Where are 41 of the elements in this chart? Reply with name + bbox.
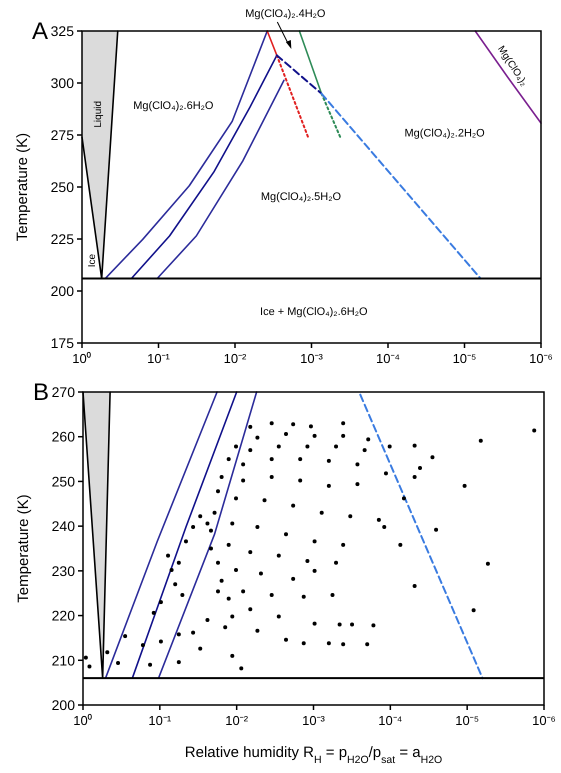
annotation: Ice + Mg(ClO₄)₂.6H₂O bbox=[260, 306, 368, 318]
y-tick-label: 175 bbox=[50, 335, 74, 351]
x-tick-label: 10⁻⁵ bbox=[452, 351, 476, 366]
y-tick-label: 325 bbox=[50, 23, 74, 39]
annotation: Mg(ClO₄)₂.2H₂O bbox=[404, 127, 486, 140]
x-tick-label: 10⁻⁶ bbox=[529, 351, 553, 366]
x-tick-label: 10⁻⁵ bbox=[455, 713, 480, 728]
y-axis-title: Temperature (K) bbox=[15, 494, 32, 603]
x-axis-title: Relative humidity R$_{H}$ = p$_{H2O}$/p$_{sat}$ = a$_{H2O}$ bbox=[184, 744, 442, 766]
text: Mg(ClO₄)₂.4H₂O bbox=[245, 8, 326, 20]
annotation: Liquid bbox=[92, 100, 104, 128]
annotation: Ice bbox=[86, 254, 98, 268]
y-tick-label: 240 bbox=[52, 518, 76, 534]
x-tick-label: 10⁻² bbox=[225, 713, 249, 728]
y-tick-label: 260 bbox=[52, 428, 76, 445]
x-tick-label: 10⁻⁴ bbox=[376, 351, 400, 366]
y-tick-label: 220 bbox=[52, 608, 76, 624]
annotation: Mg(ClO₄)₂.6H₂O bbox=[133, 100, 214, 112]
annotation: Mg(ClO₄)₂.5H₂O bbox=[260, 190, 342, 203]
x-tick-label: 10⁰ bbox=[72, 351, 92, 366]
y-tick-label: 250 bbox=[52, 473, 76, 490]
x-tick-label: 10⁻³ bbox=[302, 713, 326, 728]
x-tick-label: 10⁰ bbox=[73, 713, 93, 728]
y-tick-label: 270 bbox=[52, 384, 76, 400]
y-tick-label: 225 bbox=[50, 231, 74, 247]
y-tick-label: 300 bbox=[50, 75, 74, 91]
y-tick-label: 210 bbox=[52, 652, 76, 668]
y-tick-label: 200 bbox=[50, 283, 74, 299]
y-tick-label: 250 bbox=[50, 179, 74, 195]
y-axis-title: Temperature (K) bbox=[14, 132, 31, 242]
chart-title: A bbox=[32, 18, 48, 45]
x-tick-label: 10⁻² bbox=[224, 351, 248, 366]
x-tick-label: 10⁻³ bbox=[300, 351, 324, 366]
y-tick-label: 230 bbox=[52, 562, 76, 579]
y-tick-label: 275 bbox=[50, 127, 74, 143]
x-tick-label: 10⁻¹ bbox=[147, 351, 171, 366]
chart-title: B bbox=[33, 379, 50, 406]
y-tick-label: 200 bbox=[52, 697, 76, 713]
x-tick-label: 10⁻⁶ bbox=[532, 713, 556, 728]
x-tick-label: 10⁻¹ bbox=[148, 713, 172, 728]
x-tick-label: 10⁻⁴ bbox=[378, 713, 402, 728]
